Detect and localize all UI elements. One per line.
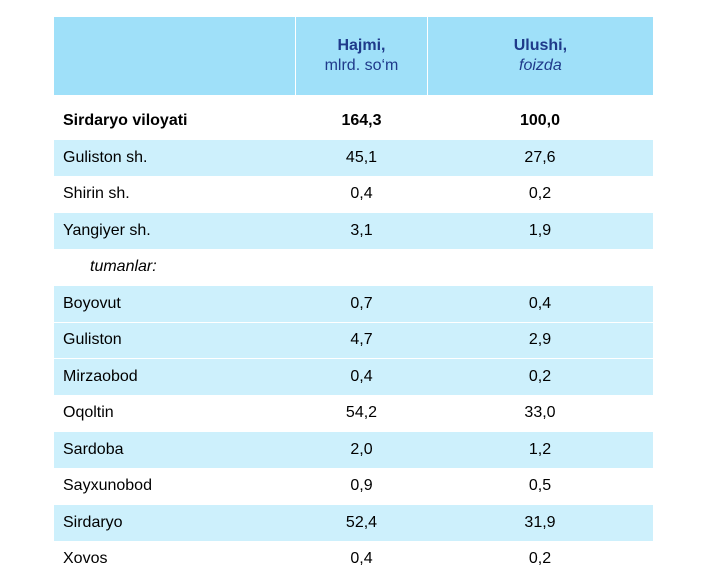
row-share: 31,9 [524,513,556,531]
row-name: Guliston sh. [63,148,148,166]
row-name: Sardoba [63,440,124,458]
row-share: 1,9 [528,221,552,239]
row-name: Guliston [63,331,122,349]
table-row: Sayxunobod 0,9 0,5 [54,467,653,505]
section-label: tumanlar: [90,258,157,276]
row-volume: 0,7 [350,294,373,312]
table-row: Guliston 4,7 2,9 [54,321,653,358]
header-empty-cell [54,17,295,95]
total-name: Sirdaryo viloyati [63,111,188,129]
row-name: Yangiyer sh. [63,221,151,239]
data-table: Hajmi, mlrd. so‘m Ulushi, foizda Sirdary… [54,17,653,577]
row-share: 33,0 [524,404,556,422]
header-spacer [54,95,653,102]
header-volume-title: Hajmi, [337,37,386,54]
row-name: Shirin sh. [63,185,130,203]
table-header: Hajmi, mlrd. so‘m Ulushi, foizda [54,17,653,95]
header-volume-unit: mlrd. so‘m [324,57,399,74]
row-share: 0,2 [528,367,552,385]
table-row: Xovos 0,4 0,2 [54,540,653,578]
table-row: Oqoltin 54,2 33,0 [54,394,653,432]
table-row: Sirdaryo 52,4 31,9 [54,504,653,541]
total-row: Sirdaryo viloyati 164,3 100,0 [54,102,653,139]
header-share-unit: foizda [519,57,562,74]
row-share: 0,4 [528,294,552,312]
row-share: 0,2 [528,550,552,568]
row-share: 27,6 [524,148,556,166]
total-volume: 164,3 [341,111,382,129]
header-share-cell: Ulushi, foizda [426,17,653,95]
row-volume: 0,4 [350,185,373,203]
table-row: Yangiyer sh. 3,1 1,9 [54,212,653,249]
row-volume: 45,1 [345,148,378,166]
row-volume: 2,0 [350,440,373,458]
row-volume: 3,1 [350,221,373,239]
row-share: 1,2 [528,440,552,458]
header-share-title: Ulushi, [513,37,568,54]
table-row: Guliston sh. 45,1 27,6 [54,139,653,176]
row-volume: 4,7 [350,331,373,349]
row-name: Boyovut [63,294,121,312]
header-volume-cell: Hajmi, mlrd. so‘m [295,17,427,95]
row-volume: 0,4 [350,367,373,385]
table-row: Boyovut 0,7 0,4 [54,285,653,322]
total-share: 100,0 [519,111,561,129]
table-row: Sardoba 2,0 1,2 [54,431,653,468]
row-name: Xovos [63,550,108,568]
row-volume: 0,9 [350,477,373,495]
row-volume: 52,4 [345,513,378,531]
row-volume: 0,4 [350,550,373,568]
table-row: Mirzaobod 0,4 0,2 [54,358,653,395]
row-volume: 54,2 [345,404,378,422]
row-share: 0,2 [528,185,552,203]
table-row: Shirin sh. 0,4 0,2 [54,175,653,213]
row-share: 2,9 [528,331,552,349]
row-share: 0,5 [528,477,552,495]
row-name: Mirzaobod [63,367,138,385]
row-name: Oqoltin [63,404,114,422]
row-name: Sirdaryo [63,513,123,531]
row-name: Sayxunobod [63,477,152,495]
section-row: tumanlar: [54,248,653,286]
